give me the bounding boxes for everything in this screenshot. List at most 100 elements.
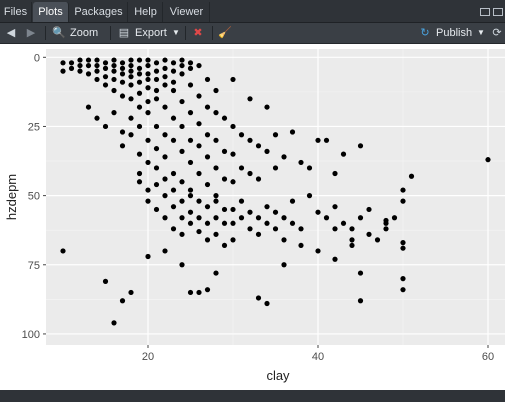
- x-tick-label: 40: [312, 351, 324, 363]
- data-point: [281, 154, 287, 160]
- tab-plots[interactable]: Plots: [33, 2, 69, 22]
- export-dropdown-icon[interactable]: ▼: [172, 28, 180, 37]
- data-point: [204, 237, 211, 243]
- forward-arrow-icon[interactable]: ▶: [26, 27, 36, 39]
- data-point: [77, 57, 83, 63]
- data-point: [136, 79, 143, 85]
- plots-toolbar: ◀ ▶ 🔍 Zoom ▤ Export ▼ ✖ 🧹 ↻ Publish ▼ ⟳: [0, 23, 505, 44]
- data-point: [213, 270, 219, 276]
- data-point: [162, 65, 168, 71]
- publish-icon[interactable]: ↻: [420, 27, 430, 39]
- data-point: [187, 110, 194, 116]
- data-point: [119, 65, 126, 71]
- data-point: [221, 206, 228, 213]
- data-point: [204, 287, 211, 293]
- data-point: [119, 60, 126, 66]
- data-point: [187, 60, 194, 66]
- data-point: [366, 206, 372, 213]
- y-axis-label: hzdepm: [4, 174, 19, 220]
- data-point: [85, 57, 92, 63]
- data-point: [196, 143, 202, 149]
- data-point: [255, 215, 262, 221]
- export-icon[interactable]: ▤: [118, 27, 130, 39]
- publish-dropdown-icon[interactable]: ▼: [477, 28, 485, 37]
- data-point: [153, 165, 160, 171]
- data-point: [340, 220, 347, 226]
- plot-viewer: 20 40 60 0 25 50 75 100 clay hzdepm: [0, 44, 505, 390]
- data-point: [213, 193, 219, 199]
- data-point: [162, 57, 168, 63]
- data-point: [85, 71, 92, 77]
- data-point: [145, 137, 151, 143]
- data-point: [162, 176, 168, 182]
- remove-plot-icon[interactable]: ✖: [193, 27, 203, 39]
- data-point: [221, 242, 228, 249]
- tab-viewer[interactable]: Viewer: [164, 2, 210, 22]
- data-point: [289, 220, 296, 226]
- data-point: [60, 248, 66, 254]
- data-point: [128, 68, 134, 74]
- data-point: [221, 115, 228, 121]
- data-point: [170, 115, 177, 121]
- export-button[interactable]: Export: [135, 27, 167, 39]
- data-point: [196, 62, 202, 69]
- data-point: [332, 256, 338, 262]
- data-point: [247, 170, 253, 177]
- data-point: [230, 179, 236, 185]
- data-point: [145, 98, 151, 105]
- data-point: [400, 198, 406, 204]
- data-point: [230, 220, 236, 226]
- data-point: [94, 76, 100, 83]
- zoom-button[interactable]: Zoom: [70, 27, 99, 39]
- data-point: [230, 123, 236, 130]
- maximize-pane-icon[interactable]: [493, 8, 503, 16]
- data-point: [179, 231, 185, 237]
- y-tick-label: 100: [22, 329, 40, 341]
- data-point: [111, 57, 117, 63]
- publish-button[interactable]: Publish: [436, 27, 473, 39]
- data-point: [213, 198, 219, 204]
- data-point: [357, 270, 364, 276]
- data-point: [179, 179, 185, 185]
- data-point: [272, 165, 279, 171]
- data-point: [332, 170, 338, 177]
- data-point: [68, 60, 75, 66]
- data-point: [153, 123, 160, 130]
- data-point: [357, 298, 364, 304]
- tab-files[interactable]: Files: [0, 2, 32, 22]
- data-point: [357, 143, 364, 149]
- data-point: [128, 57, 134, 63]
- zoom-icon[interactable]: 🔍: [52, 27, 66, 39]
- data-point: [128, 289, 134, 296]
- minimize-pane-icon[interactable]: [480, 8, 490, 16]
- data-point: [85, 62, 92, 69]
- broom-clear-icon[interactable]: 🧹: [218, 27, 232, 39]
- data-point: [153, 206, 160, 213]
- refresh-icon[interactable]: ⟳: [492, 27, 502, 39]
- pane-tab-bar: Files Plots Packages Help Viewer: [0, 0, 505, 23]
- data-points: [60, 57, 491, 326]
- toolbar-separator: [110, 26, 111, 40]
- data-point: [145, 187, 151, 193]
- data-point: [170, 60, 177, 66]
- data-point: [196, 215, 202, 221]
- data-point: [221, 176, 228, 182]
- data-point: [366, 231, 372, 237]
- y-tick-label: 25: [28, 121, 40, 133]
- data-point: [204, 154, 211, 160]
- back-arrow-icon[interactable]: ◀: [6, 27, 16, 39]
- data-point: [238, 165, 245, 171]
- tab-help[interactable]: Help: [129, 2, 163, 22]
- toolbar-separator: [45, 26, 46, 40]
- data-point: [400, 240, 406, 246]
- data-point: [264, 300, 270, 307]
- data-point: [204, 76, 211, 83]
- data-point: [255, 176, 262, 182]
- data-point: [264, 220, 270, 226]
- tab-packages[interactable]: Packages: [70, 2, 128, 22]
- data-point: [408, 173, 415, 179]
- data-point: [298, 159, 304, 166]
- data-point: [247, 226, 253, 232]
- data-point: [136, 151, 143, 157]
- data-point: [221, 220, 228, 226]
